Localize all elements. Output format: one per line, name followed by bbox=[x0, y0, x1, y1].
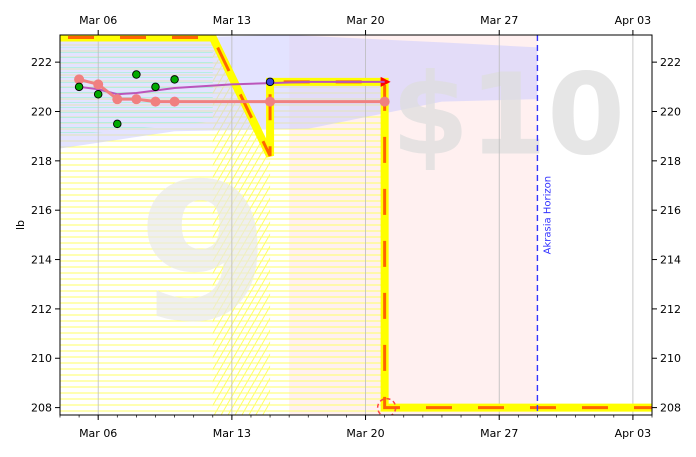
x-tick-label-bottom: Mar 27 bbox=[480, 427, 518, 440]
y-tick-label-right: 212 bbox=[660, 303, 681, 316]
x-tick-label-bottom: Apr 03 bbox=[615, 427, 652, 440]
datapoint bbox=[74, 82, 84, 92]
y-tick-label-left: 208 bbox=[31, 402, 52, 415]
cyan-hatch bbox=[60, 47, 213, 137]
y-tick-label-right: 218 bbox=[660, 155, 681, 168]
data-line-point bbox=[150, 96, 161, 107]
y-tick-label-right: 214 bbox=[660, 254, 681, 267]
datapoint bbox=[113, 119, 122, 129]
y-tick-label-left: 218 bbox=[31, 155, 52, 168]
datapoint bbox=[93, 89, 103, 99]
y-tick-label-left: 220 bbox=[31, 105, 52, 118]
y-tick-label-left: 212 bbox=[31, 303, 52, 316]
y-tick-label-left: 222 bbox=[31, 56, 52, 69]
today-point bbox=[265, 77, 275, 87]
watermark-days: 9 bbox=[138, 143, 270, 364]
data-line-point bbox=[74, 74, 85, 85]
akrasia-horizon-label: Akrasia Horizon bbox=[542, 176, 553, 254]
x-tick-label-bottom: Mar 13 bbox=[213, 427, 251, 440]
datapoint bbox=[151, 82, 160, 92]
y-tick-label-right: 208 bbox=[660, 402, 681, 415]
x-tick-label-top: Mar 06 bbox=[79, 14, 117, 27]
y-axis-label: lb bbox=[14, 220, 27, 230]
watermark-amount: $10 bbox=[391, 50, 625, 180]
y-tick-label-left: 216 bbox=[31, 204, 52, 217]
target-marker bbox=[376, 397, 397, 415]
y-tick-label-right: 222 bbox=[660, 56, 681, 69]
data-line-point bbox=[93, 79, 104, 90]
data-line-point bbox=[131, 94, 142, 105]
road-dashes bbox=[60, 35, 652, 410]
y-tick-label-right: 220 bbox=[660, 105, 681, 118]
datapoint bbox=[132, 70, 141, 79]
x-tick-label-bottom: Mar 20 bbox=[346, 427, 384, 440]
y-tick-label-right: 216 bbox=[660, 204, 681, 217]
data-line-point bbox=[265, 96, 276, 107]
data-line-point bbox=[112, 94, 123, 105]
y-tick-label-left: 210 bbox=[31, 352, 52, 365]
y-tick-label-left: 214 bbox=[31, 254, 52, 267]
x-tick-label-top: Mar 27 bbox=[480, 14, 518, 27]
x-tick-label-top: Apr 03 bbox=[615, 14, 652, 27]
data-line-point bbox=[169, 96, 180, 107]
road-arrow bbox=[380, 76, 391, 87]
datapoint bbox=[170, 75, 179, 84]
data-line-point bbox=[379, 96, 390, 107]
x-tick-label-top: Mar 13 bbox=[213, 14, 251, 27]
x-tick-label-top: Mar 20 bbox=[346, 14, 384, 27]
x-tick-label-bottom: Mar 06 bbox=[79, 427, 117, 440]
plot-frame bbox=[59, 34, 653, 416]
y-tick-label-right: 210 bbox=[660, 352, 681, 365]
